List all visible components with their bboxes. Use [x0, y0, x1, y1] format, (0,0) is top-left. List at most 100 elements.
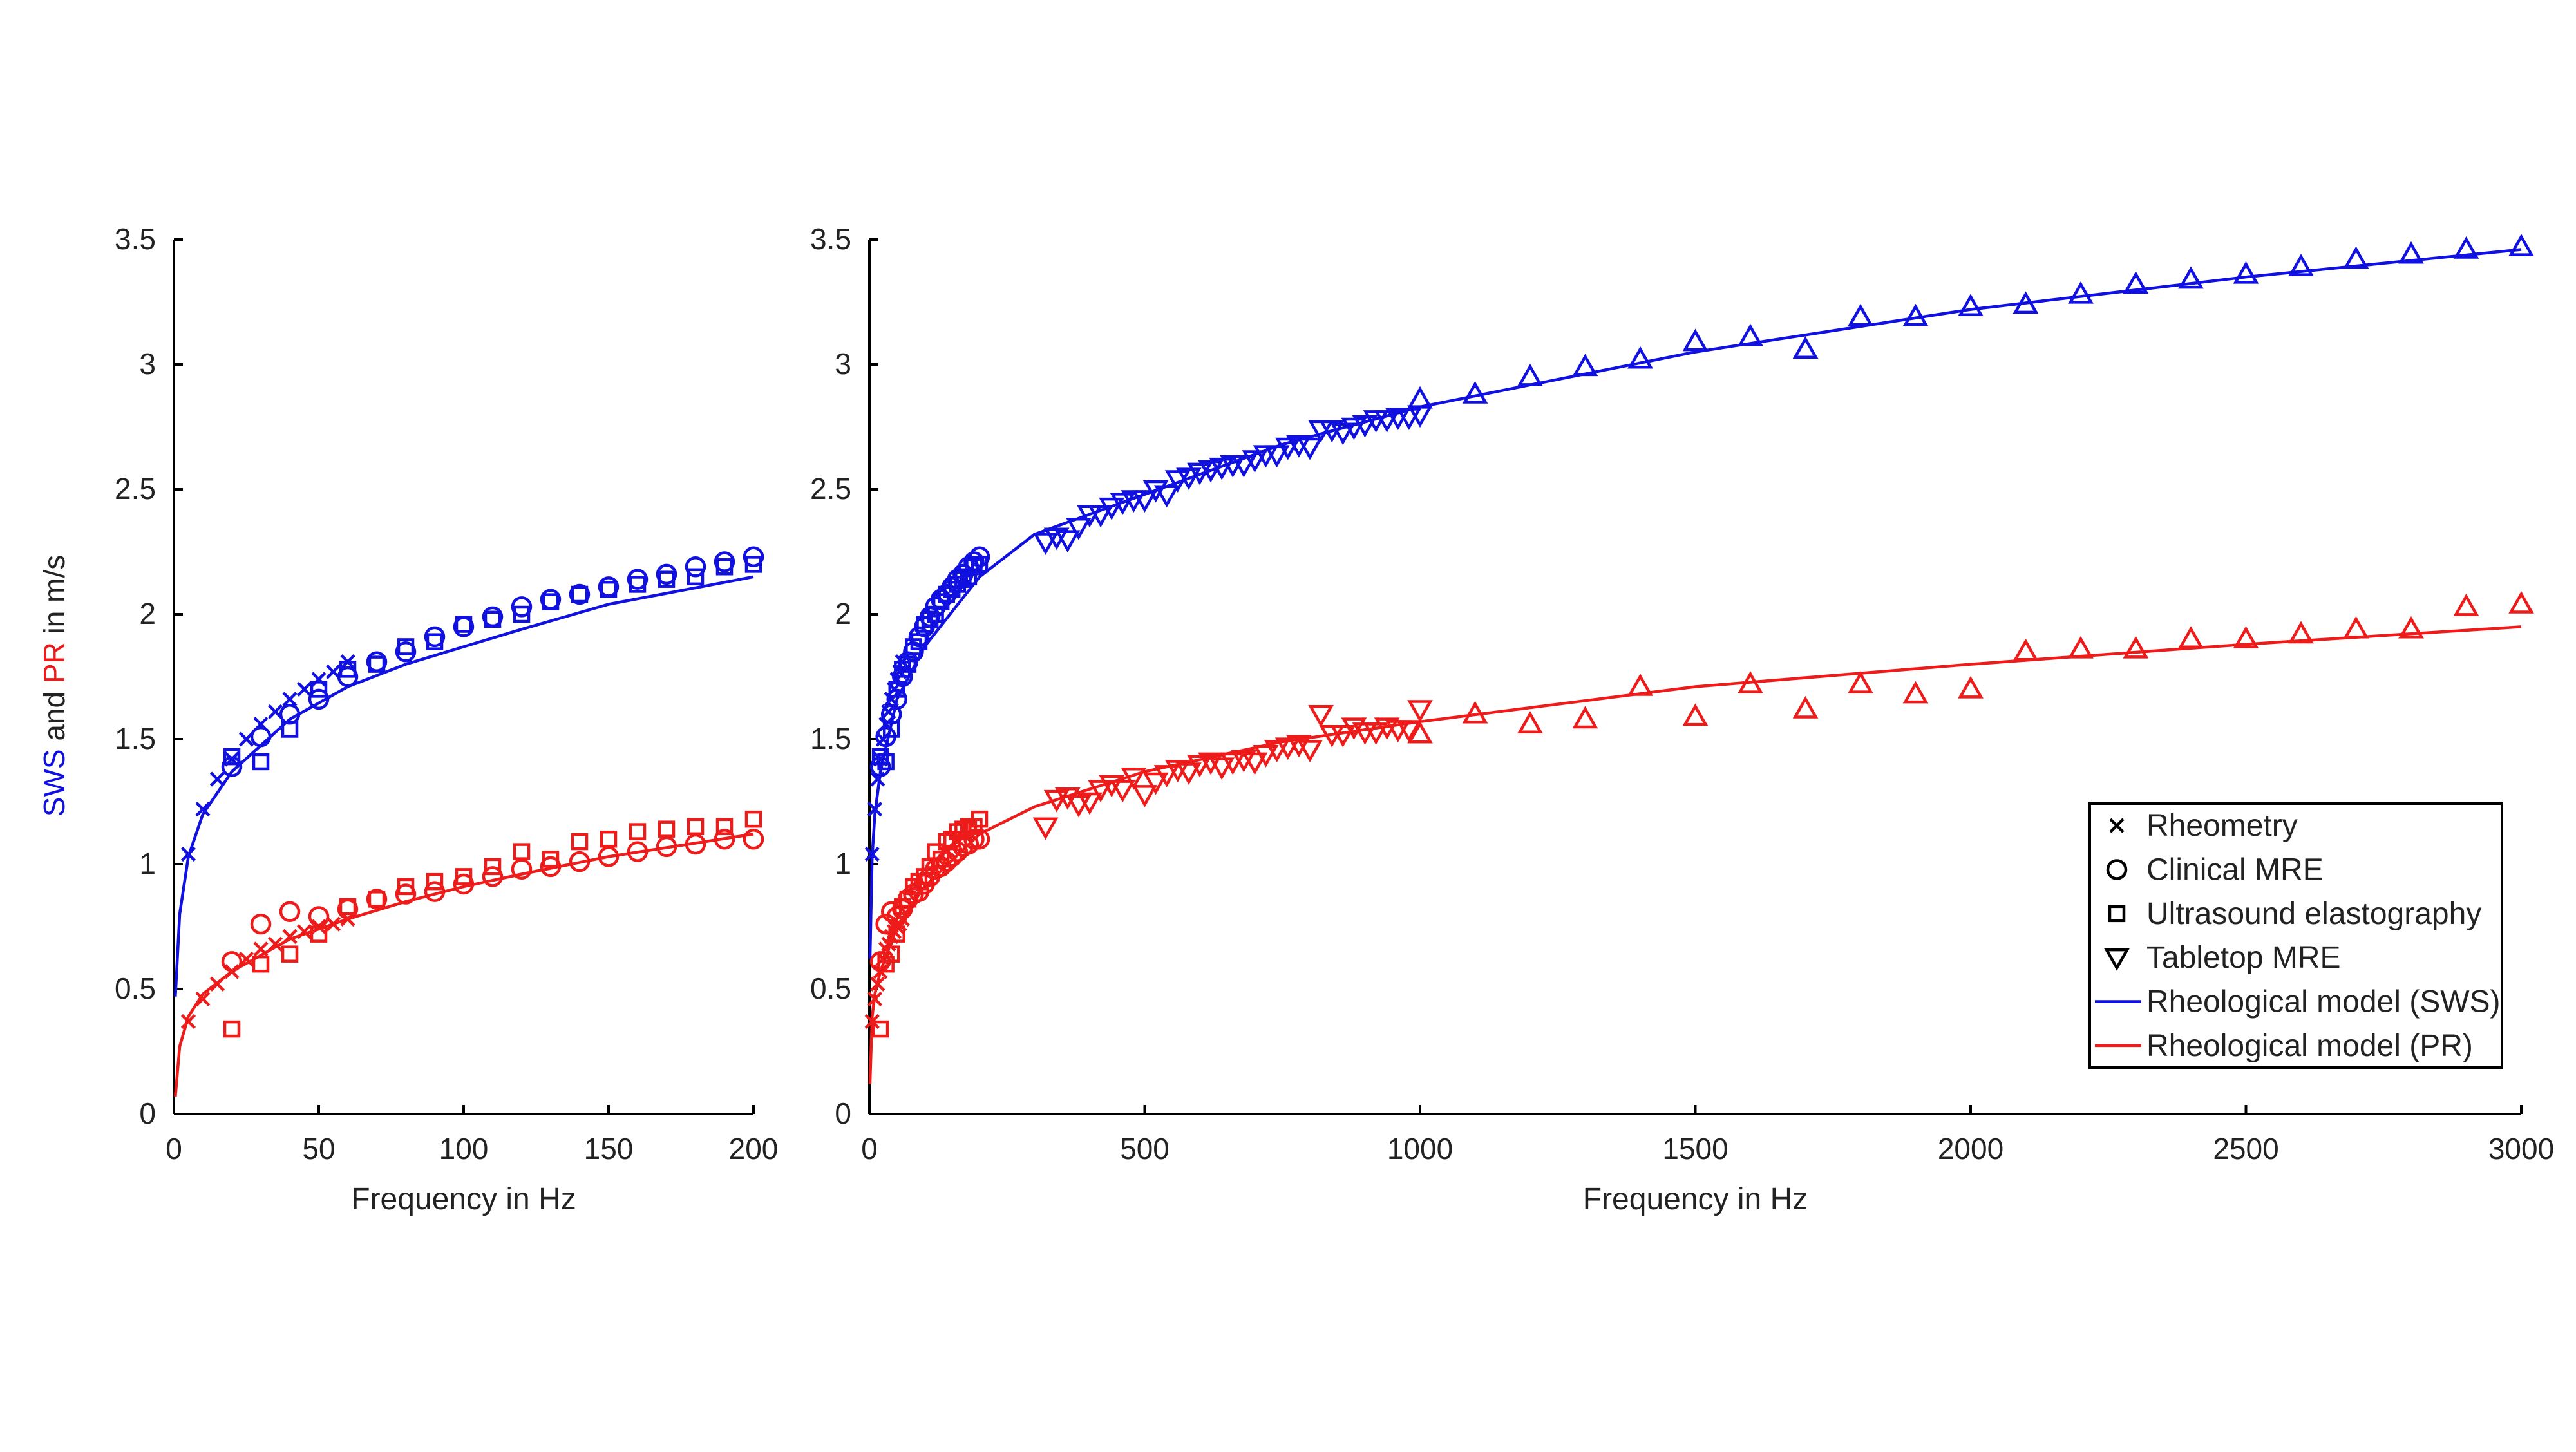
x-tick-label: 3000 — [2488, 1132, 2554, 1165]
point-tabletop-mre-sws — [2453, 236, 2479, 259]
point-ultrasound-elastography-sws — [339, 661, 357, 678]
point-tabletop-mre-pr — [1187, 755, 1213, 778]
point-tabletop-mre-sws — [1517, 363, 1543, 386]
point-tabletop-mre-pr — [1142, 772, 1169, 795]
point-tabletop-mre-pr — [1077, 792, 1103, 815]
point-tabletop-mre-pr — [1209, 757, 1235, 780]
point-tabletop-mre-sws — [1297, 437, 1323, 460]
point-tabletop-mre-sws — [1627, 346, 1653, 369]
x-tick-label: 50 — [302, 1132, 335, 1165]
point-clinical-mre-sws — [395, 641, 417, 663]
point-clinical-mre-sws — [656, 563, 677, 585]
point-tabletop-mre-sws — [1209, 457, 1235, 480]
point-ultrasound-elastography-pr — [223, 1020, 241, 1038]
point-tabletop-mre-pr — [2068, 636, 2094, 659]
point-clinical-mre-pr — [743, 828, 764, 850]
point-rheometry-sws — [180, 846, 196, 862]
x-tick-label: 500 — [1120, 1132, 1170, 1165]
point-ultrasound-elastography-sws — [542, 593, 560, 610]
point-ultrasound-elastography-pr — [971, 810, 989, 828]
legend: Rheometry Clinical MRE Ultrasound elastogr… — [2088, 802, 2503, 1069]
point-ultrasound-elastography-sws — [600, 580, 618, 598]
legend-item-clinical-mre: Clinical MRE — [2106, 853, 2324, 887]
right-chart: 0 0.5 1 1.5 2 2.5 3 3.5 0 500 1000 1500 2000 2500 3000… — [810, 222, 2554, 1216]
point-ultrasound-elastography-pr — [455, 868, 473, 885]
point-tabletop-mre-sws — [1032, 533, 1059, 556]
point-tabletop-mre-pr — [1274, 737, 1301, 760]
point-ultrasound-elastography-sws — [965, 558, 983, 576]
y-tick-label: 2.5 — [115, 472, 156, 505]
point-tabletop-mre-sws — [1099, 497, 1125, 520]
point-tabletop-mre-sws — [1153, 485, 1180, 508]
point-ultrasound-elastography-sws — [888, 681, 905, 698]
point-ultrasound-elastography-sws — [877, 753, 895, 771]
point-ultrasound-elastography-pr — [687, 818, 705, 836]
point-tabletop-mre-sws — [1088, 505, 1113, 528]
y-tick-label: 1 — [835, 847, 851, 880]
point-tabletop-mre-sws — [1066, 517, 1092, 540]
point-ultrasound-elastography-pr — [571, 833, 589, 851]
point-tabletop-mre-pr — [1363, 722, 1389, 745]
point-tabletop-mre-sws — [2178, 266, 2204, 289]
point-rheometry-pr — [180, 1014, 196, 1030]
series-ultrasound-elastography-sws — [871, 556, 989, 771]
x-tick-label: 100 — [439, 1132, 489, 1165]
point-tabletop-mre-pr — [1792, 695, 1819, 719]
point-tabletop-mre-pr — [1902, 681, 1929, 704]
legend-item-rheometry: Rheometry — [2109, 809, 2298, 843]
legend-item-ultrasound-elastography: Ultrasound elastography — [2108, 897, 2481, 931]
point-tabletop-mre-pr — [2233, 626, 2259, 649]
point-rheometry-pr — [870, 976, 886, 992]
point-ultrasound-elastography-pr — [916, 868, 933, 885]
point-clinical-mre-sws — [569, 583, 591, 605]
point-ultrasound-elastography-sws — [252, 753, 270, 771]
point-clinical-mre-pr — [880, 901, 902, 922]
point-clinical-mre-pr — [969, 828, 990, 850]
legend-label: Ultrasound elastography — [2146, 897, 2481, 931]
point-clinical-mre-pr — [540, 856, 562, 878]
series-rheometry-pr — [180, 911, 355, 1030]
point-clinical-mre-sws — [743, 546, 764, 568]
point-tabletop-mre-pr — [1043, 789, 1070, 813]
point-ultrasound-elastography-pr — [744, 810, 762, 828]
point-tabletop-mre-pr — [1517, 711, 1543, 733]
y-tick-label: 2.5 — [810, 472, 851, 505]
point-tabletop-mre-pr — [1958, 675, 1984, 699]
y-tick-label: 0.5 — [115, 972, 156, 1005]
point-clinical-mre-pr — [424, 881, 446, 902]
point-tabletop-mre-pr — [2453, 593, 2479, 616]
point-ultrasound-elastography-pr — [629, 823, 647, 840]
x-tick-label: 0 — [861, 1132, 878, 1165]
series-clinical-mre-sws — [221, 546, 764, 777]
point-ultrasound-elastography-sws — [905, 638, 922, 655]
series-ultrasound-elastography-sws — [223, 556, 762, 771]
point-tabletop-mre-pr — [1396, 720, 1422, 743]
y-tick-label: 2 — [139, 597, 156, 630]
point-tabletop-mre-pr — [1330, 724, 1356, 748]
point-tabletop-mre-pr — [2398, 616, 2424, 639]
point-clinical-mre-sws — [886, 688, 907, 710]
point-tabletop-mre-sws — [1792, 336, 1819, 359]
point-ultrasound-elastography-sws — [658, 570, 676, 588]
model-curve-pr — [174, 833, 754, 1097]
point-rheometry-sws — [867, 802, 883, 817]
point-ultrasound-elastography-sws — [715, 558, 734, 576]
point-clinical-mre-sws — [685, 556, 706, 578]
point-ultrasound-elastography-pr — [910, 872, 928, 891]
point-tabletop-mre-sws — [1374, 410, 1400, 433]
point-ultrasound-elastography-sws — [938, 585, 955, 603]
model-curve-sws — [174, 575, 754, 997]
point-tabletop-mre-pr — [1682, 703, 1709, 726]
point-rheometry-pr — [325, 916, 341, 932]
point-ultrasound-elastography-sws — [310, 681, 328, 698]
point-clinical-mre-pr — [482, 866, 504, 887]
point-tabletop-mre-sws — [1330, 422, 1356, 446]
point-tabletop-mre-pr — [2123, 636, 2149, 659]
point-tabletop-mre-pr — [1242, 752, 1268, 775]
point-clinical-mre-sws — [947, 569, 969, 590]
y-tick-label: 3.5 — [115, 222, 156, 256]
y-tick-label: 0.5 — [810, 972, 851, 1005]
point-ultrasound-elastography-sws — [960, 568, 978, 586]
point-tabletop-mre-pr — [1153, 765, 1180, 787]
point-tabletop-mre-pr — [1253, 745, 1279, 768]
